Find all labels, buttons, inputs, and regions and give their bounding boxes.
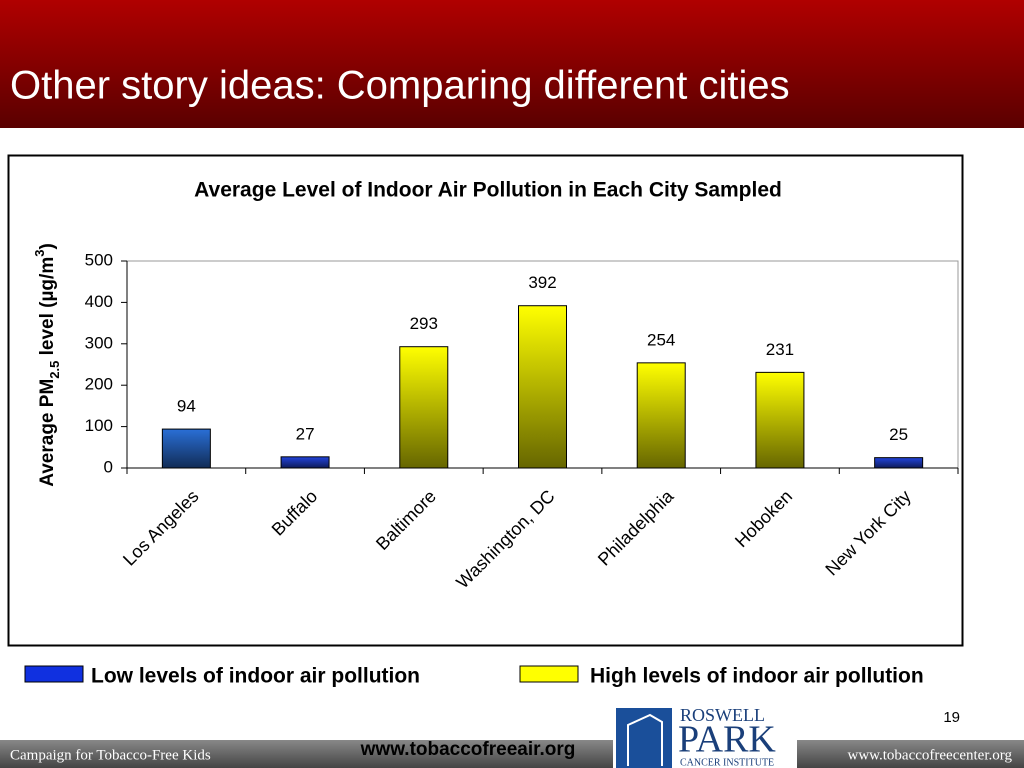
legend-swatch	[519, 665, 579, 683]
page-number: 19	[943, 709, 960, 726]
header-band	[0, 0, 1024, 128]
y-tick-label: 500	[85, 250, 113, 269]
y-tick-label: 300	[85, 333, 113, 352]
y-tick-label: 0	[104, 457, 113, 476]
bar	[280, 456, 330, 469]
footer-left: Campaign for Tobacco-Free Kids	[10, 747, 211, 763]
value-label: 27	[296, 424, 315, 443]
bar	[874, 457, 924, 469]
y-tick-label: 100	[85, 416, 113, 435]
y-axis-label-part: 2.5	[47, 361, 62, 379]
y-axis-label-part: Average PM	[37, 379, 58, 487]
y-tick-label: 400	[85, 292, 113, 311]
y-axis-label-part: )	[37, 243, 58, 249]
logo-building	[627, 713, 663, 766]
y-axis-label-part: level (µg/m	[37, 257, 58, 361]
value-label: 293	[410, 314, 438, 333]
logo-text: PARK	[678, 719, 776, 761]
slide-title: Other story ideas: Comparing different c…	[10, 64, 790, 108]
logo-text: CANCER INSTITUTE	[680, 757, 774, 768]
logo-text: ROSWELL	[680, 705, 765, 725]
value-label: 254	[647, 330, 675, 349]
footer-band	[0, 740, 1024, 768]
bar	[755, 371, 805, 469]
bar	[518, 305, 567, 469]
legend-label: High levels of indoor air pollution	[590, 665, 924, 688]
value-label: 231	[766, 340, 794, 359]
chart-title: Average Level of Indoor Air Pollution in…	[194, 179, 782, 202]
bar	[161, 428, 211, 469]
legend-swatch	[24, 665, 84, 683]
bar	[399, 346, 449, 469]
y-axis-label: Average PM2.5 level (µg/m3)	[32, 243, 62, 487]
bar	[636, 362, 686, 469]
y-tick-label: 200	[85, 375, 113, 394]
y-axis-label-part: 3	[32, 250, 47, 257]
value-label: 25	[889, 425, 908, 444]
legend-label: Low levels of indoor air pollution	[91, 665, 420, 688]
value-label: 392	[528, 273, 556, 292]
footer-right: www.tobaccofreecenter.org	[847, 747, 1012, 763]
value-label: 94	[177, 397, 196, 416]
footer-center: www.tobaccofreeair.org	[360, 739, 576, 760]
